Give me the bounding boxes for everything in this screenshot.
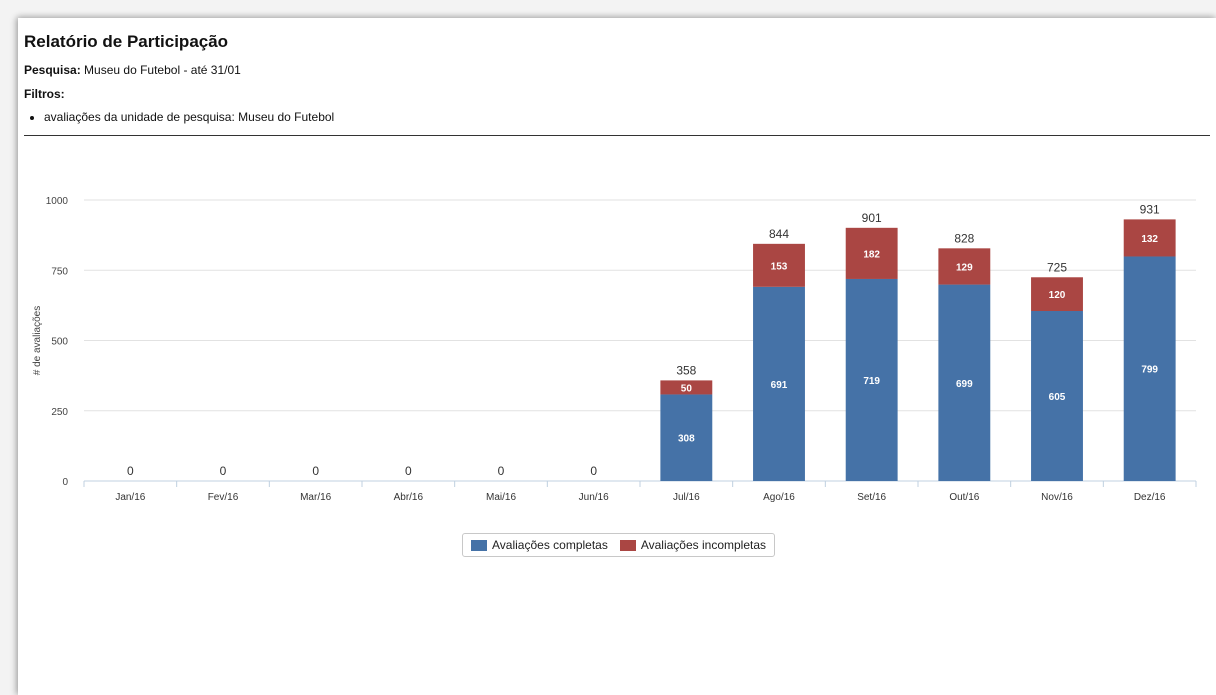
x-tick-label: Fev/16: [208, 492, 239, 503]
data-label-incomplete: 153: [771, 261, 788, 272]
data-label-total: 0: [127, 464, 134, 478]
x-tick-label: Nov/16: [1041, 492, 1073, 503]
bar-complete: [1031, 310, 1083, 481]
bar-incomplete: [938, 248, 991, 285]
x-tick-label: Jul/16: [673, 492, 700, 503]
data-label-total: 0: [220, 464, 227, 478]
x-tick-label: Set/16: [857, 492, 886, 503]
legend-item-incomplete[interactable]: Avaliações incompletas: [619, 538, 767, 552]
header-divider: [24, 135, 1210, 136]
bar-complete: [938, 284, 991, 481]
survey-value: Museu do Futebol - até 31/01: [84, 63, 241, 77]
bar-incomplete: [1031, 277, 1083, 311]
bar-incomplete: [1123, 219, 1176, 257]
x-tick-label: Jun/16: [579, 492, 609, 503]
legend-item-complete[interactable]: Avaliações completas: [471, 538, 608, 552]
bar-incomplete: [845, 227, 898, 279]
legend-swatch-complete: [471, 539, 487, 551]
report-title: Relatório de Participação: [24, 32, 229, 51]
chart-legend: Avaliações completas Avaliações incomple…: [462, 533, 776, 557]
data-label-total: 0: [312, 464, 319, 478]
y-axis-label: # de avaliações: [32, 306, 43, 376]
data-label-complete: 691: [771, 380, 788, 391]
legend-swatch-incomplete: [619, 539, 636, 551]
bar-incomplete: [753, 243, 805, 287]
x-tick-label: Out/16: [949, 492, 979, 503]
data-label-complete: 719: [863, 376, 880, 387]
data-label-complete: 308: [678, 434, 695, 445]
bar-complete: [753, 286, 805, 481]
y-tick-label: 1000: [46, 196, 69, 207]
data-label-incomplete: 182: [863, 249, 880, 260]
y-tick-label: 500: [51, 337, 68, 348]
filter-item: avaliações da unidade de pesquisa: Museu…: [44, 110, 334, 124]
data-label-complete: 699: [956, 379, 973, 390]
data-label-incomplete: 129: [956, 262, 973, 273]
data-label-total: 725: [1047, 260, 1067, 274]
data-label-total: 844: [769, 227, 789, 241]
data-label-total: 931: [1140, 202, 1160, 216]
data-label-total: 828: [954, 231, 974, 245]
filters-label: Filtros:: [24, 87, 65, 101]
x-tick-label: Jan/16: [115, 492, 145, 503]
data-label-total: 358: [676, 363, 696, 377]
y-tick-label: 0: [62, 477, 68, 488]
data-label-incomplete: 120: [1049, 290, 1066, 301]
survey-line: Pesquisa: Museu do Futebol - até 31/01: [24, 63, 241, 77]
report-page: Relatório de Participação Pesquisa: Muse…: [18, 18, 1216, 695]
y-tick-label: 750: [51, 266, 68, 277]
x-tick-label: Abr/16: [394, 492, 424, 503]
y-tick-label: 250: [51, 407, 68, 418]
x-tick-label: Dez/16: [1134, 492, 1166, 503]
data-label-total: 0: [498, 464, 505, 478]
legend-label-incomplete: Avaliações incompletas: [640, 538, 767, 552]
data-label-complete: 605: [1049, 392, 1066, 403]
bar-incomplete: [660, 380, 713, 395]
data-label-incomplete: 50: [681, 383, 693, 394]
x-tick-label: Mai/16: [486, 492, 516, 503]
filters-line: Filtros:: [24, 87, 65, 101]
legend-label-complete: Avaliações completas: [492, 538, 608, 552]
survey-label: Pesquisa:: [24, 63, 81, 77]
bar-complete: [1123, 256, 1176, 481]
bar-complete: [660, 394, 713, 481]
data-label-total: 901: [862, 211, 882, 225]
filter-list: avaliações da unidade de pesquisa: Museu…: [24, 110, 334, 124]
data-label-complete: 799: [1141, 365, 1158, 376]
data-label-total: 0: [590, 464, 597, 478]
data-label-total: 0: [405, 464, 412, 478]
x-tick-label: Ago/16: [763, 492, 795, 503]
data-label-incomplete: 132: [1141, 234, 1158, 245]
x-tick-label: Mar/16: [300, 492, 332, 503]
bar-complete: [845, 278, 898, 481]
